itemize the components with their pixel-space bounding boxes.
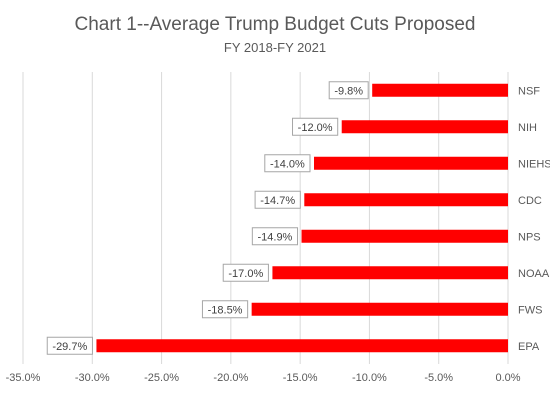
bar <box>96 339 508 353</box>
data-label: -18.5% <box>208 304 243 316</box>
bar <box>301 229 508 243</box>
data-label: -14.9% <box>257 231 292 243</box>
category-label: NPS <box>518 231 541 243</box>
data-label-box <box>328 81 369 100</box>
data-label: -9.8% <box>334 85 363 97</box>
x-tick-label: -30.0% <box>75 372 110 384</box>
category-label: EPA <box>518 341 540 353</box>
data-label: -14.7% <box>260 195 295 207</box>
data-label-box <box>292 117 339 136</box>
bar <box>272 266 508 280</box>
x-tick-label: -35.0% <box>6 372 41 384</box>
data-label-box <box>251 227 299 246</box>
data-label-box <box>201 300 249 319</box>
data-label: -29.7% <box>52 341 87 353</box>
bar <box>341 120 508 134</box>
x-tick-label: -20.0% <box>213 372 248 384</box>
data-label-box <box>264 154 311 173</box>
bar <box>304 193 508 207</box>
category-label: NOAA <box>518 268 550 280</box>
category-label: FWS <box>518 304 542 316</box>
data-label: -12.0% <box>298 122 333 134</box>
x-tick-label: 0.0% <box>495 372 520 384</box>
x-tick-label: -25.0% <box>144 372 179 384</box>
x-tick-label: -5.0% <box>424 372 453 384</box>
x-tick-label: -15.0% <box>283 372 318 384</box>
chart-subtitle: FY 2018-FY 2021 <box>223 40 327 55</box>
category-label: NIH <box>518 122 537 134</box>
bar <box>314 156 508 170</box>
data-label: -14.0% <box>270 158 305 170</box>
bar <box>372 83 508 97</box>
category-label: NIEHS <box>518 158 550 170</box>
data-label: -17.0% <box>228 268 263 280</box>
category-label: NSF <box>518 85 540 97</box>
data-label-box <box>46 336 93 355</box>
category-label: CDC <box>518 195 542 207</box>
x-tick-label: -10.0% <box>352 372 387 384</box>
chart-title: Chart 1--Average Trump Budget Cuts Propo… <box>74 14 476 35</box>
data-label-box <box>254 190 301 209</box>
data-label-box <box>222 263 269 282</box>
bar <box>251 302 508 316</box>
